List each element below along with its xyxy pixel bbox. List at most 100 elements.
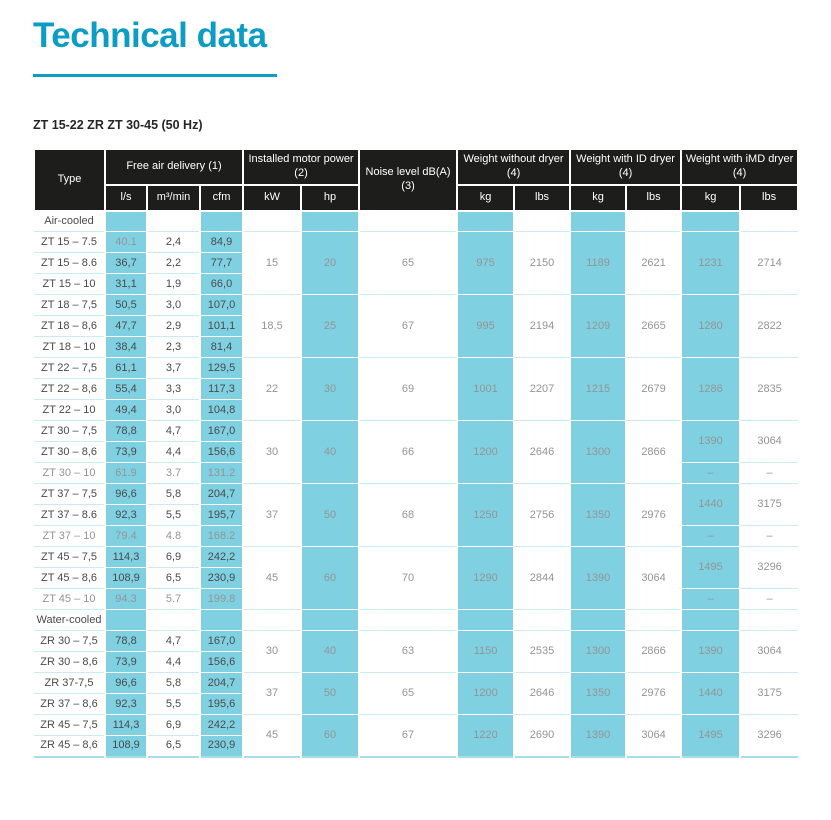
weight-id-dryer-kg-cell: 1350 [569,672,628,715]
weight-imd-dryer-lbs-cell: 3064 [740,630,799,673]
fad-cell: 5,5 [147,504,200,526]
fad-cell: 66,0 [198,273,245,295]
weight-imd-dryer-kg-cell: – [680,588,742,610]
fad-cell: 156,6 [198,441,245,463]
empty-cell [359,609,458,631]
table-caption: ZT 15-22 ZR ZT 30-45 (50 Hz) [33,118,203,132]
empty-cell [456,210,516,232]
fad-cell: 230,9 [198,735,245,757]
fad-cell: 61.9 [104,462,148,484]
noise-cell: 68 [359,483,458,547]
kw-cell: 45 [243,546,302,610]
noise-cell: 67 [359,714,458,757]
weight-imd-dryer-lbs-cell: 3064 [740,420,799,463]
fad-cell: 195,7 [198,504,245,526]
noise-cell: 70 [359,546,458,610]
page-title: Technical data [33,16,267,55]
weight-imd-dryer-kg-cell: 1440 [680,483,742,526]
section-row: Air-cooled [34,210,799,232]
col-header-kg-3: kg [680,183,742,212]
weight-imd-dryer-kg-cell: 1495 [680,714,742,757]
weight-no-dryer-lbs-cell: 2646 [514,672,571,715]
weight-imd-dryer-lbs-cell: 2822 [740,294,799,358]
weight-no-dryer-lbs-cell: 2150 [514,231,571,295]
type-cell: ZT 37 – 7,5 [34,483,105,505]
fad-cell: 2,4 [147,231,200,253]
table-row: ZT 30 – 8,6 73,9 4,4 156,6 [34,441,798,463]
fad-cell: 73,9 [104,651,148,673]
col-group-weight-id-dryer: Weight with ID dryer (4) [569,148,683,186]
noise-cell: 67 [359,294,458,358]
col-header-lbs-1: lbs [513,183,572,212]
fad-cell: 31,1 [104,273,148,295]
fad-cell: 107,0 [198,294,245,316]
weight-no-dryer-kg-cell: 1220 [456,714,516,757]
kw-cell: 15 [243,231,302,295]
fad-cell: 81,4 [198,336,245,358]
weight-id-dryer-lbs-cell: 2866 [626,630,682,673]
fad-cell: 47,7 [104,315,148,337]
type-cell: ZR 30 – 8,6 [34,651,105,673]
empty-cell [626,210,682,232]
empty-cell [147,609,200,631]
fad-cell: 84,9 [198,231,245,253]
type-cell: ZT 37 – 10 [34,525,105,547]
type-cell: ZT 18 – 10 [34,336,105,358]
kw-cell: 22 [243,357,302,421]
weight-imd-dryer-lbs-cell: 3175 [740,483,799,526]
empty-cell [104,210,148,232]
table-header: Type Free air delivery (1) Installed mot… [33,148,800,212]
weight-imd-dryer-kg-cell: – [680,525,742,547]
empty-cell [626,609,682,631]
kw-cell: 18,5 [243,294,302,358]
noise-cell: 63 [359,630,458,673]
fad-cell: 156,6 [198,651,245,673]
fad-cell: 4,4 [147,441,200,463]
weight-imd-dryer-lbs-cell: – [740,525,799,547]
type-cell: ZR 37 – 8,6 [34,693,105,715]
fad-cell: 94.3 [104,588,148,610]
fad-cell: 6,5 [147,567,200,589]
col-header-cfm: cfm [198,183,245,212]
weight-no-dryer-lbs-cell: 2535 [514,630,571,673]
hp-cell: 60 [300,714,361,757]
fad-cell: 3,0 [147,399,200,421]
empty-cell [569,210,628,232]
fad-cell: 78,8 [104,630,148,652]
fad-cell: 1,9 [147,273,200,295]
fad-cell: 230,9 [198,567,245,589]
hp-cell: 25 [300,294,361,358]
empty-cell [147,210,200,232]
fad-cell: 96,6 [104,483,148,505]
hp-cell: 50 [300,672,361,715]
fad-cell: 3,7 [147,357,200,379]
table-row: ZT 18 – 8,6 47,7 2,9 101,1 [34,315,798,337]
type-cell: ZT 30 – 10 [34,462,105,484]
col-header-lbs-2: lbs [625,183,683,212]
col-header-kw: kW [242,183,303,212]
weight-imd-dryer-kg-cell: 1280 [680,294,742,358]
table-row: ZT 22 – 8,6 55,4 3,3 117,3 [34,378,798,400]
fad-cell: 114,3 [104,546,148,568]
weight-id-dryer-lbs-cell: 3064 [626,546,682,610]
empty-cell [740,609,799,631]
empty-cell [104,609,148,631]
fad-cell: 101,1 [198,315,245,337]
type-cell: ZT 18 – 8,6 [34,315,105,337]
weight-id-dryer-lbs-cell: 2866 [626,420,682,484]
table-row: ZT 18 – 7,5 50,5 3,0 107,0 18,5 25 67 995 2194 12… [34,294,799,358]
section-label: Air-cooled [34,210,105,232]
table-row: ZR 37-7,5 96,6 5,8 204,7 37 50 65 1200 2646 1350 2… [34,672,799,715]
section-label: Water-cooled [34,609,105,631]
fad-cell: 2,9 [147,315,200,337]
weight-imd-dryer-lbs-cell: – [740,462,799,484]
fad-cell: 6,5 [147,735,200,757]
table-row: ZT 30 – 7,5 78,8 4,7 167,0 30 40 66 1200 2646 130… [34,420,799,484]
kw-cell: 37 [243,483,302,547]
fad-cell: 108,9 [104,567,148,589]
table-row: ZT 30 – 10 61.9 3.7 131.2 – – [34,462,799,484]
fad-cell: 78,8 [104,420,148,442]
empty-cell [198,210,245,232]
fad-cell: 79.4 [104,525,148,547]
col-group-free-air-delivery: Free air delivery (1) [103,148,245,186]
